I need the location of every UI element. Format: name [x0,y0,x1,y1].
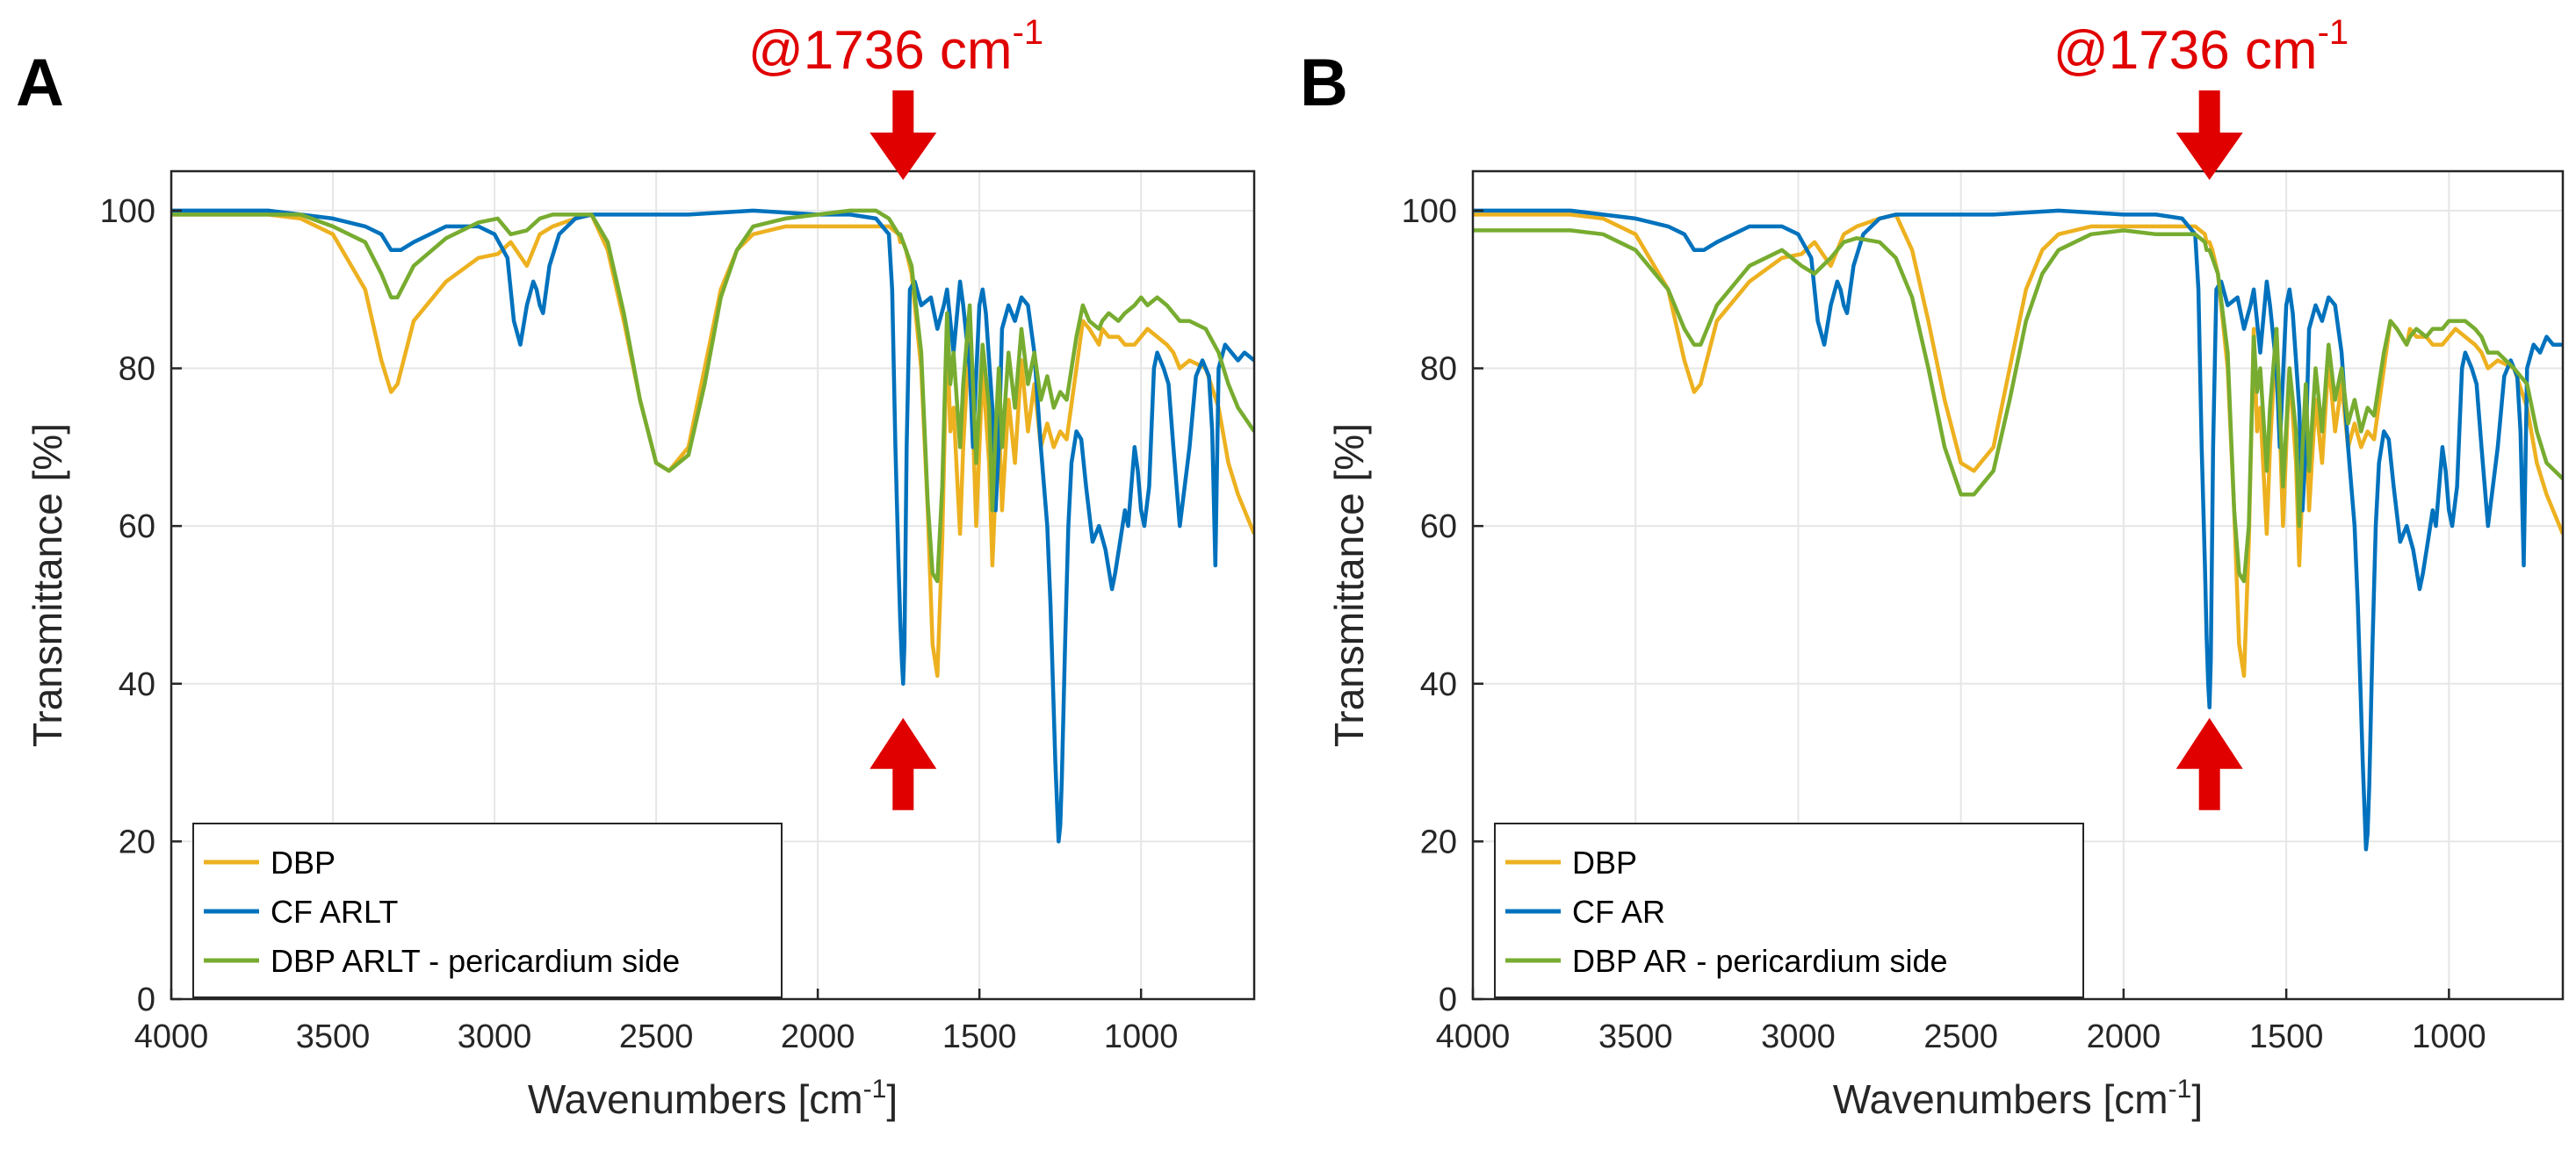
y-tick-label: 20 [119,824,155,860]
y-tick-label: 100 [100,193,155,230]
chart-panel-a: 4000 3500 3000 2500 2000 1500 1000 0 20 40 60 80 100… [16,13,1256,1122]
y-tick-label: 40 [1420,666,1457,703]
legend-entry: DBP [1572,845,1637,881]
ticks: 4000 3500 3000 2500 2000 1500 1000 0 20 40 60 80 100 [1402,193,2486,1055]
ticks: 4000 3500 3000 2500 2000 1500 1000 0 20 40 60 80 100 [100,193,1179,1055]
y-tick-label: 0 [1439,982,1457,1018]
x-tick-label: 2500 [1923,1018,1998,1055]
legend-box [1494,823,2084,998]
legend-entry: DBP ARLT - pericardium side [271,943,680,979]
y-tick-label: 60 [1420,508,1457,545]
y-tick-label: 40 [119,666,155,703]
arrow-up-icon [2176,717,2243,810]
series-line-cf [171,208,1254,844]
y-tick-label: 100 [1402,193,1457,230]
arrow-up-icon [869,717,937,810]
legend: DBP CF AR DBP AR - pericardium side [1494,823,2084,998]
y-tick-label: 60 [119,508,155,545]
x-tick-label: 2000 [2087,1018,2161,1055]
x-tick-label: 1500 [2249,1018,2324,1055]
panel-label: A [16,46,64,120]
series-line-dbp_treated [171,208,1254,584]
legend-entry: DBP AR - pericardium side [1572,943,1948,979]
legend-entry: DBP [271,845,336,881]
x-tick-label: 4000 [134,1018,209,1055]
series-line-cf [1473,208,2563,852]
panel-label: B [1300,46,1348,120]
y-axis-label: Transmittance [%] [1326,423,1372,747]
series-group [171,208,1254,844]
arrow-down-icon [2176,90,2243,180]
x-tick-label: 1500 [942,1018,1017,1055]
x-tick-label: 3500 [296,1018,371,1055]
x-tick-label: 1000 [2412,1018,2486,1055]
legend-entry: CF AR [1572,894,1665,930]
x-axis-label: Wavenumbers [cm-1] [528,1075,898,1122]
y-tick-label: 80 [1420,351,1457,388]
annotation-label: @1736 cm-1 [2053,13,2349,81]
chart-b-svg: 4000 3500 3000 2500 2000 1500 1000 0 20 40 60 80 100… [1300,13,2565,1122]
x-tick-label: 4000 [1436,1018,1511,1055]
y-tick-label: 80 [119,351,155,388]
x-tick-label: 2000 [781,1018,855,1055]
x-tick-label: 3000 [1761,1018,1836,1055]
series-group [1473,208,2563,852]
series-line-dbp [1473,212,2563,679]
series-line-dbp_treated [1473,228,2563,584]
legend: DBP CF ARLT DBP ARLT - pericardium side [192,823,783,998]
x-tick-label: 2500 [619,1018,694,1055]
x-tick-label: 1000 [1104,1018,1179,1055]
chart-a-svg: 4000 3500 3000 2500 2000 1500 1000 0 20 40 60 80 100… [16,13,1256,1122]
legend-box [192,823,783,998]
x-axis-label: Wavenumbers [cm-1] [1833,1075,2203,1122]
legend-entry: CF ARLT [271,894,398,930]
axes-box [170,169,1256,1001]
y-tick-label: 0 [137,982,155,1018]
y-axis-label: Transmittance [%] [25,423,70,747]
arrow-down-icon [869,90,937,180]
annotation-label: @1736 cm-1 [748,13,1043,81]
chart-panel-b: 4000 3500 3000 2500 2000 1500 1000 0 20 40 60 80 100… [1288,0,2576,1151]
y-tick-label: 20 [1420,824,1457,860]
axes-box [1471,169,2565,1001]
x-tick-label: 3000 [458,1018,532,1055]
x-tick-label: 3500 [1598,1018,1673,1055]
